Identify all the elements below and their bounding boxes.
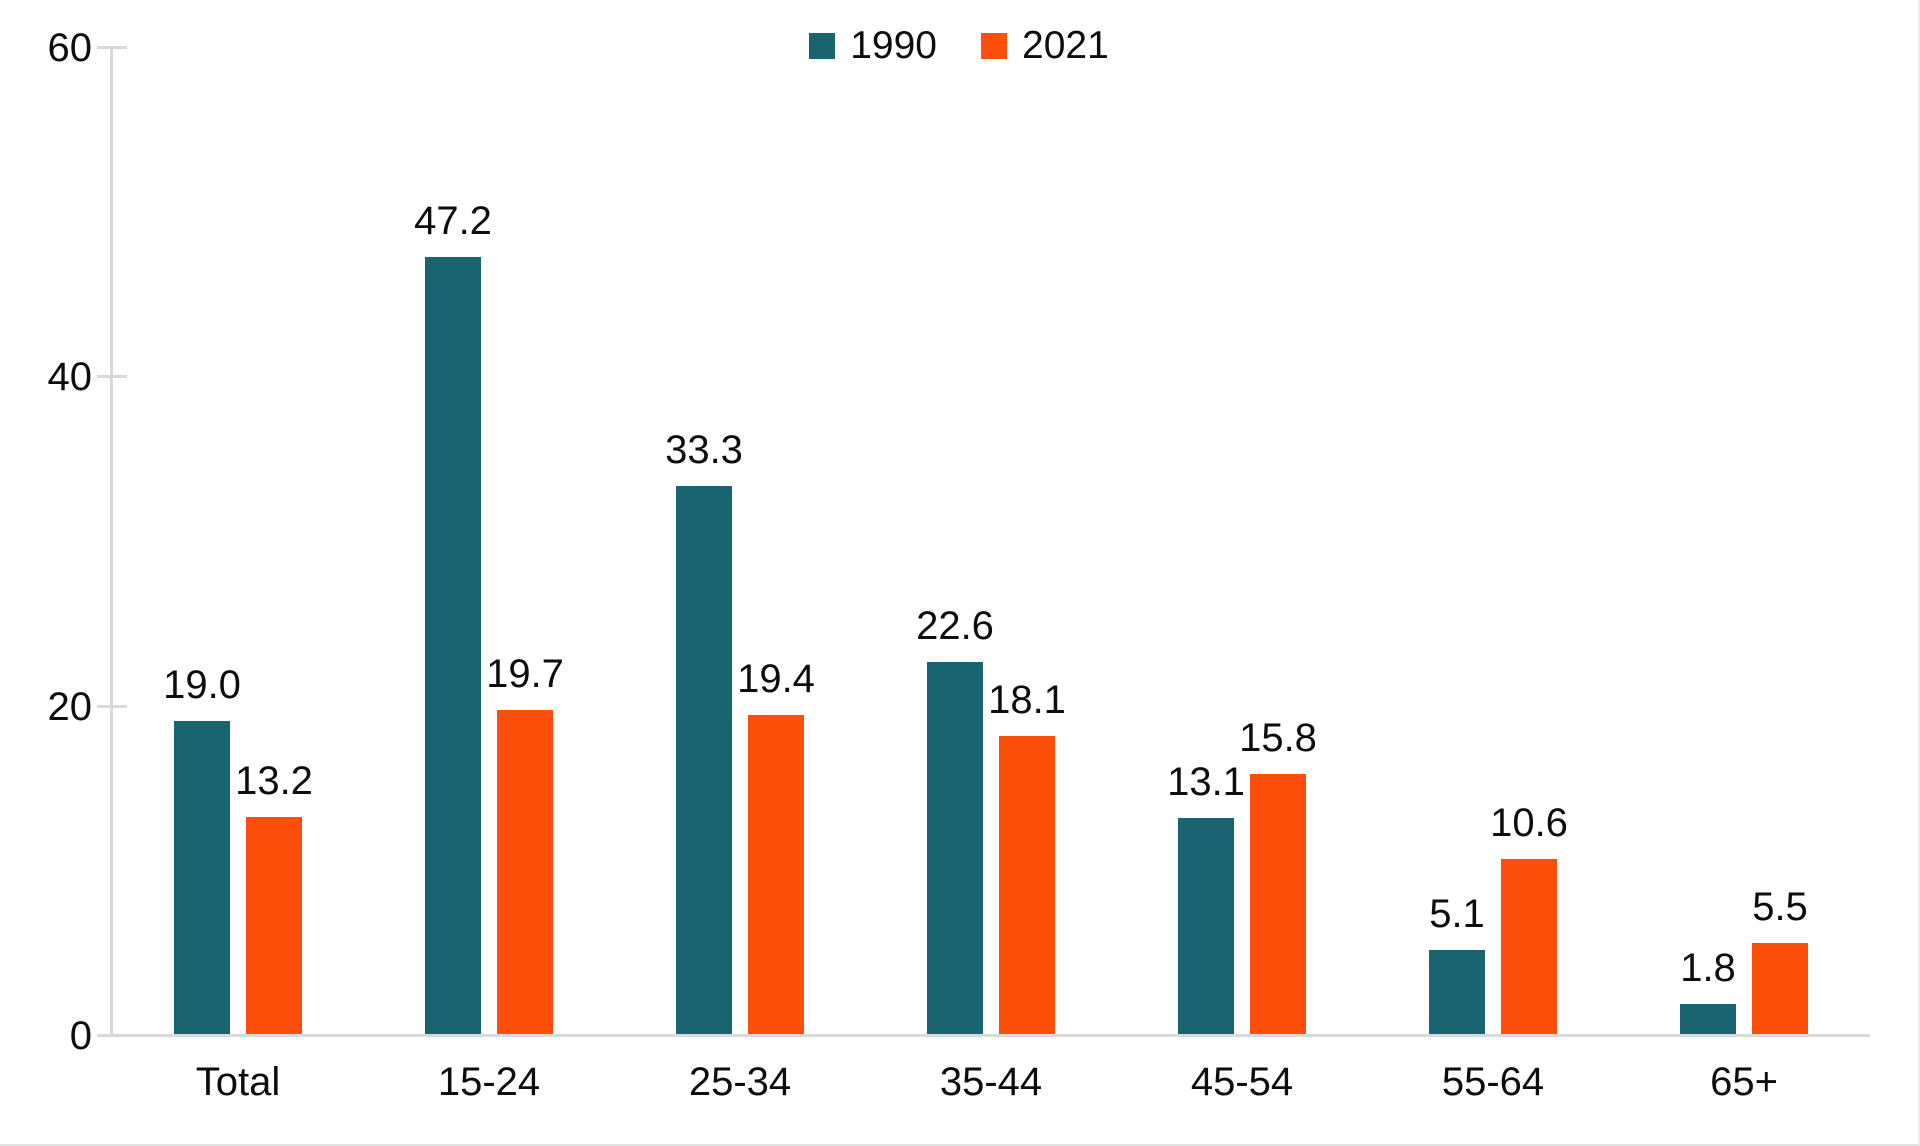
bar-2021-15-24: [497, 710, 553, 1034]
bar-2021-Total: [246, 817, 302, 1034]
x-category-label-25-34: 25-34: [688, 1060, 792, 1104]
bar-1990-Total: [174, 721, 230, 1034]
bar-2021-65+: [1752, 943, 1808, 1034]
bar-1990-65+: [1680, 1004, 1736, 1034]
data-label-1990-Total: 19.0: [163, 663, 241, 708]
data-label-1990-45-54: 13.1: [1167, 760, 1245, 805]
y-tick-mark: [97, 375, 127, 378]
data-label-2021-15-24: 19.7: [486, 651, 564, 696]
legend-label: 1990: [850, 24, 937, 67]
data-label-2021-Total: 13.2: [235, 758, 313, 803]
x-category-label-65+: 65+: [1710, 1060, 1778, 1104]
legend-entry-2021: 2021: [981, 26, 1109, 65]
x-category-label-Total: Total: [195, 1060, 281, 1104]
data-label-1990-25-34: 33.3: [665, 427, 743, 472]
bar-2021-35-44: [999, 736, 1055, 1034]
data-label-2021-65+: 5.5: [1752, 885, 1808, 930]
bar-1990-55-64: [1429, 950, 1485, 1034]
data-label-1990-15-24: 47.2: [414, 198, 492, 243]
data-label-2021-35-44: 18.1: [988, 677, 1066, 722]
chart-legend: 1990 2021: [0, 26, 1918, 65]
bar-2021-45-54: [1250, 774, 1306, 1034]
y-tick-label: 60: [47, 26, 93, 70]
legend-label: 2021: [1022, 24, 1109, 67]
legend-entry-1990: 1990: [809, 26, 937, 65]
y-tick-mark: [97, 705, 127, 708]
bar-1990-15-24: [425, 257, 481, 1034]
data-label-1990-35-44: 22.6: [916, 603, 994, 648]
x-category-label-45-54: 45-54: [1190, 1060, 1294, 1104]
x-category-label-15-24: 15-24: [437, 1060, 541, 1104]
legend-swatch-icon: [809, 32, 836, 59]
data-label-1990-65+: 1.8: [1680, 946, 1736, 991]
data-label-2021-55-64: 10.6: [1490, 801, 1568, 846]
y-tick-mark: [97, 1034, 127, 1037]
data-label-2021-25-34: 19.4: [737, 656, 815, 701]
y-tick-label: 20: [47, 685, 93, 729]
y-tick-mark: [97, 46, 127, 49]
x-category-label-55-64: 55-64: [1441, 1060, 1545, 1104]
x-category-label-35-44: 35-44: [939, 1060, 1043, 1104]
y-axis-line: [110, 48, 113, 1036]
y-tick-label: 40: [47, 355, 93, 399]
data-label-2021-45-54: 15.8: [1239, 715, 1317, 760]
bar-2021-55-64: [1501, 859, 1557, 1034]
bar-1990-25-34: [676, 486, 732, 1034]
legend-swatch-icon: [981, 32, 1007, 59]
bar-1990-35-44: [927, 662, 983, 1034]
bar-1990-45-54: [1178, 818, 1234, 1034]
data-label-1990-55-64: 5.1: [1429, 892, 1485, 937]
bar-2021-25-34: [748, 715, 804, 1034]
x-axis-line: [112, 1034, 1870, 1037]
y-tick-label: 0: [69, 1014, 92, 1058]
